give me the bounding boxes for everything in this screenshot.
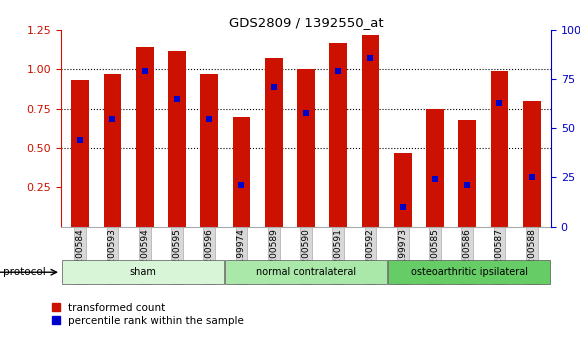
Bar (329, 43, 347, 227)
Text: sham: sham (129, 267, 156, 277)
Bar (71, 80, 89, 227)
Title: GDS2809 / 1392550_at: GDS2809 / 1392550_at (229, 16, 383, 29)
Bar (458, 120, 476, 227)
Bar (426, 109, 444, 227)
Bar (491, 71, 508, 227)
Bar (361, 35, 379, 227)
Bar (233, 116, 251, 227)
Bar (297, 69, 315, 227)
Bar (104, 74, 121, 227)
Bar (265, 58, 282, 227)
Text: protocol: protocol (3, 267, 46, 277)
Text: normal contralateral: normal contralateral (256, 267, 356, 277)
FancyBboxPatch shape (388, 260, 550, 285)
FancyBboxPatch shape (225, 260, 387, 285)
Legend: transformed count, percentile rank within the sample: transformed count, percentile rank withi… (48, 298, 248, 330)
Text: osteoarthritic ipsilateral: osteoarthritic ipsilateral (411, 267, 528, 277)
Bar (523, 101, 541, 227)
Bar (394, 153, 412, 227)
Bar (136, 47, 154, 227)
FancyBboxPatch shape (61, 260, 224, 285)
Bar (200, 74, 218, 227)
Bar (168, 51, 186, 227)
